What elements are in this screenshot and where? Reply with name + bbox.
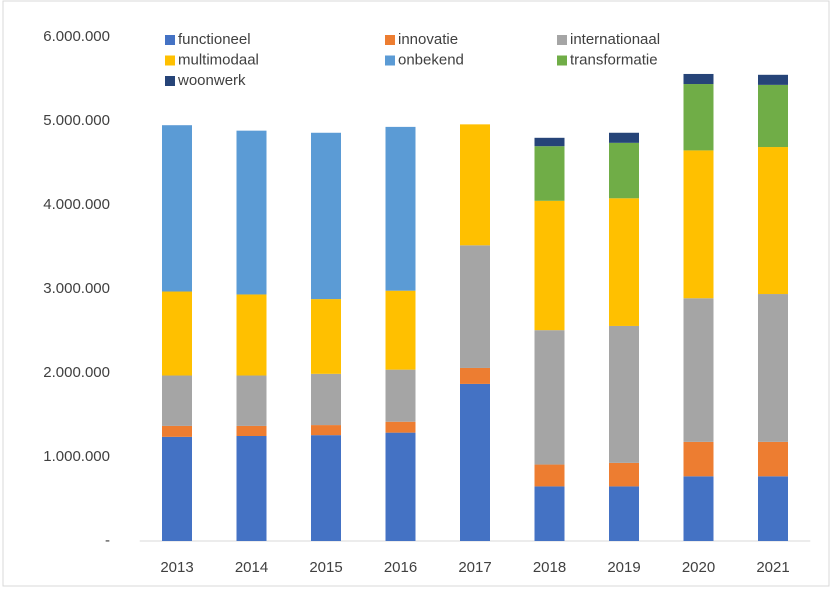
bar-segment xyxy=(683,476,714,541)
legend-swatch xyxy=(165,55,175,66)
legend-swatch xyxy=(165,76,175,86)
legend-swatch xyxy=(557,55,567,66)
bar-segment xyxy=(460,367,490,384)
bar-segment xyxy=(460,245,490,368)
bar-segment xyxy=(236,294,267,376)
bar-segment xyxy=(683,441,714,477)
bar-segment xyxy=(609,198,639,326)
bar-segment xyxy=(460,124,490,246)
bar-segment xyxy=(758,147,788,295)
bar-segment xyxy=(385,126,416,291)
legend-label: functioneel xyxy=(178,31,251,48)
bar-segment xyxy=(758,74,788,85)
bar-segment xyxy=(609,325,639,463)
y-tick-label: 5.000.000 xyxy=(43,112,110,129)
bar-segment xyxy=(311,435,341,541)
bar-segment xyxy=(609,132,639,143)
bar-segment xyxy=(162,375,192,426)
bar-segment xyxy=(609,486,639,541)
bar-segment xyxy=(236,375,267,426)
bar-segment xyxy=(385,432,416,541)
bar-segment xyxy=(385,290,416,370)
bar-segment xyxy=(460,383,490,541)
legend-label: woonwerk xyxy=(177,72,246,89)
legend-label: transformatie xyxy=(570,51,658,68)
bar-segment xyxy=(758,441,788,477)
bar-segment xyxy=(534,486,565,541)
bar-segment xyxy=(683,298,714,442)
bar-segment xyxy=(162,425,192,437)
bar-segment xyxy=(534,464,565,487)
x-tick-label: 2018 xyxy=(533,559,566,576)
bar-segment xyxy=(236,425,267,436)
y-tick-label: 3.000.000 xyxy=(43,280,110,297)
bar-segment xyxy=(311,373,341,426)
legend-swatch xyxy=(385,35,395,45)
bar-segment xyxy=(385,421,416,433)
bar-segment xyxy=(758,294,788,442)
bar-segment xyxy=(385,369,416,422)
x-tick-label: 2017 xyxy=(458,559,491,576)
legend-swatch xyxy=(385,55,395,66)
bar-segment xyxy=(162,436,192,541)
legend-swatch xyxy=(557,35,567,45)
bar-segment xyxy=(162,125,192,292)
bar-segment xyxy=(236,436,267,541)
bar-segment xyxy=(758,84,788,148)
bar-segment xyxy=(609,142,639,199)
x-tick-label: 2013 xyxy=(160,559,193,576)
bar-segment xyxy=(311,132,341,300)
x-tick-label: 2020 xyxy=(682,559,715,576)
bar-segment xyxy=(311,299,341,374)
y-tick-label: 6.000.000 xyxy=(43,28,110,45)
bar-segment xyxy=(683,84,714,151)
x-tick-label: 2014 xyxy=(235,559,268,576)
bar-segment xyxy=(236,130,267,295)
bar-segment xyxy=(683,150,714,299)
bar-segment xyxy=(162,291,192,376)
y-tick-label: 2.000.000 xyxy=(43,364,110,381)
bar-segment xyxy=(534,146,565,201)
bar-segment xyxy=(534,200,565,331)
x-tick-label: 2021 xyxy=(756,559,789,576)
y-tick-label: 4.000.000 xyxy=(43,196,110,213)
bar-segment xyxy=(311,425,341,436)
legend-swatch xyxy=(165,35,175,45)
x-tick-label: 2016 xyxy=(384,559,417,576)
x-tick-label: 2015 xyxy=(309,559,342,576)
x-tick-label: 2019 xyxy=(607,559,640,576)
y-tick-label: 1.000.000 xyxy=(43,448,110,465)
legend-label: innovatie xyxy=(398,31,458,48)
bar-segment xyxy=(609,462,639,487)
bar-segment xyxy=(683,73,714,85)
legend-label: internationaal xyxy=(570,31,660,48)
legend-label: onbekend xyxy=(398,51,464,68)
legend-label: multimodaal xyxy=(178,51,259,68)
bar-segment xyxy=(534,137,565,147)
bar-segment xyxy=(534,330,565,465)
bar-segment xyxy=(758,476,788,541)
y-tick-label: - xyxy=(105,532,110,549)
